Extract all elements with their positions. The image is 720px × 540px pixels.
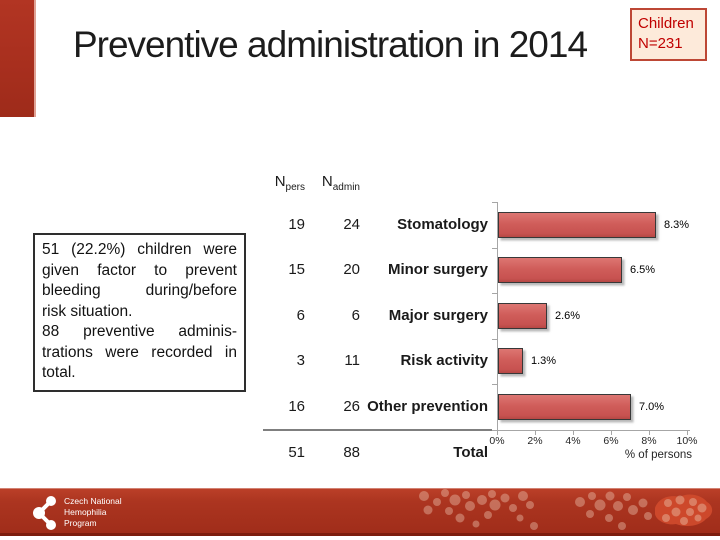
chart-y-axis	[497, 202, 498, 430]
x-tick	[687, 430, 688, 435]
category-label: Stomatology	[397, 216, 488, 233]
col-header-npers: Npers	[274, 173, 305, 193]
org-name-line: Czech National	[64, 495, 122, 506]
chart-x-axis	[492, 430, 690, 431]
molecule-dots-decoration	[419, 489, 713, 530]
x-tick	[535, 430, 536, 435]
table-row: 19 24 Stomatology	[263, 215, 488, 235]
x-tick-label: 0%	[489, 435, 505, 447]
total-separator-line	[263, 429, 492, 431]
category-tick	[492, 248, 497, 249]
bar	[498, 303, 547, 329]
x-tick-label: 6%	[603, 435, 619, 447]
nadmin-value: 11	[344, 352, 360, 369]
bar-value-label: 1.3%	[531, 355, 557, 367]
badge-line2: N=231	[638, 35, 683, 52]
bar-row-risk-activity: 1.3%	[498, 347, 556, 375]
note-line: risk situation.	[42, 302, 133, 320]
bar-value-label: 2.6%	[555, 310, 581, 322]
total-label: Total	[453, 444, 488, 461]
footer-banner: Czech National Hemophilia Program	[0, 488, 720, 536]
table-row: 6 6 Major surgery	[263, 306, 488, 326]
x-tick	[611, 430, 612, 435]
category-tick	[492, 202, 497, 203]
category-tick	[492, 293, 497, 294]
bar-value-label: 7.0%	[639, 401, 665, 413]
note-line: total.	[42, 364, 76, 381]
note-line: trations were recorded in	[42, 343, 237, 361]
note-line: 88 preventive adminis-	[42, 323, 237, 340]
nadmin-value: 6	[351, 307, 360, 324]
bar-row-stomatology: 8.3%	[498, 211, 689, 239]
bar-value-label: 6.5%	[630, 264, 656, 276]
npers-value: 6	[296, 307, 305, 324]
nadmin-value: 24	[343, 216, 360, 233]
footer-highlight-line	[0, 488, 720, 489]
nadmin-total: 88	[343, 444, 360, 461]
badge-line1: Children	[638, 15, 694, 32]
bar	[498, 257, 622, 283]
corner-accent-bar	[0, 0, 36, 117]
table-row: 15 20 Minor surgery	[263, 260, 488, 280]
npers-value: 16	[288, 398, 305, 415]
org-name-line: Program	[64, 517, 97, 528]
bar-value-label: 8.3%	[664, 219, 690, 231]
bar-row-major-surgery: 2.6%	[498, 302, 580, 330]
x-tick	[649, 430, 650, 435]
table-header-row: Npers Nadmin	[263, 172, 488, 198]
bar	[498, 212, 656, 238]
category-label: Other prevention	[367, 398, 488, 415]
x-tick-label: 10%	[676, 435, 698, 447]
org-name-line: Hemophilia	[64, 506, 107, 517]
category-label: Major surgery	[388, 307, 488, 324]
x-tick-label: 4%	[565, 435, 581, 447]
nadmin-value: 20	[343, 261, 360, 278]
table-row: 3 11 Risk activity	[263, 351, 488, 371]
nadmin-value: 26	[343, 398, 360, 415]
x-tick-label: 8%	[641, 435, 657, 447]
summary-note-box: 51 (22.2%) children were given factor to…	[33, 233, 246, 392]
col-header-spacer	[360, 172, 488, 198]
molecule-icon	[33, 496, 56, 530]
bar-row-minor-surgery: 6.5%	[498, 256, 655, 284]
slide-title: Preventive administration in 2014	[72, 24, 588, 65]
category-tick	[492, 339, 497, 340]
category-label: Risk activity	[400, 352, 488, 369]
x-tick-label: 2%	[527, 435, 543, 447]
bar	[498, 348, 523, 374]
bar-row-other-prevention: 7.0%	[498, 393, 664, 421]
note-line: bleeding during/before	[42, 282, 237, 299]
npers-total: 51	[288, 444, 305, 461]
org-name: Czech National Hemophilia Program	[64, 496, 122, 529]
note-line: 51 (22.2%) children were	[42, 241, 237, 258]
children-count-badge: Children N=231	[630, 8, 707, 61]
npers-value: 3	[296, 352, 305, 369]
x-tick	[497, 430, 498, 435]
category-label: Minor surgery	[387, 261, 488, 278]
bar	[498, 394, 631, 420]
org-logo: Czech National Hemophilia Program	[30, 494, 122, 530]
npers-value: 19	[288, 216, 305, 233]
category-tick	[492, 384, 497, 385]
x-tick	[573, 430, 574, 435]
table-total-row: 51 88 Total	[263, 443, 488, 463]
npers-value: 15	[288, 261, 305, 278]
x-axis-title: % of persons	[624, 449, 692, 461]
table-row: 16 26 Other prevention	[263, 397, 488, 417]
col-header-nadmin: Nadmin	[321, 173, 360, 193]
note-line: given factor to prevent	[42, 261, 237, 279]
